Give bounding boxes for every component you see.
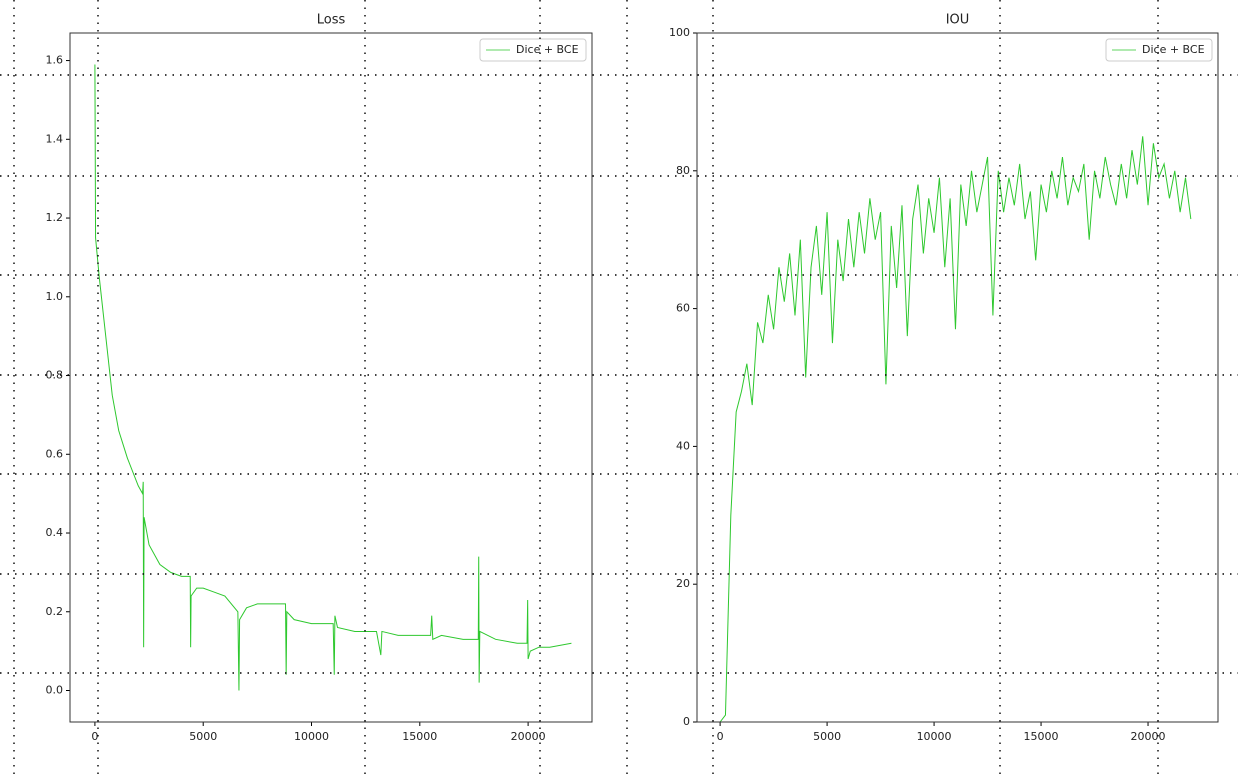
y-tick-label: 0.2 bbox=[46, 605, 64, 618]
y-tick-label: 0.8 bbox=[46, 369, 64, 382]
plot-frame bbox=[69, 32, 593, 723]
x-tick-label: 10000 bbox=[294, 730, 329, 743]
x-tick-label: 10000 bbox=[917, 730, 952, 743]
x-tick-label: 0 bbox=[717, 730, 724, 743]
x-tick-label: 5000 bbox=[813, 730, 841, 743]
x-tick-label: 15000 bbox=[402, 730, 437, 743]
x-tick-label: 0 bbox=[91, 730, 98, 743]
y-tick-label: 1.4 bbox=[46, 132, 64, 145]
x-tick-label: 15000 bbox=[1024, 730, 1059, 743]
chart-title: Loss bbox=[317, 13, 346, 28]
y-tick-label: 1.0 bbox=[46, 290, 64, 303]
x-tick-label: 5000 bbox=[189, 730, 217, 743]
chart-title: IOU bbox=[946, 13, 970, 28]
y-tick-label: 1.6 bbox=[46, 54, 64, 67]
y-tick-label: 1.2 bbox=[46, 211, 64, 224]
y-tick-label: 0.0 bbox=[46, 684, 64, 697]
x-tick-label: 20000 bbox=[511, 730, 546, 743]
series-line bbox=[94, 64, 572, 691]
y-tick-label: 100 bbox=[669, 26, 690, 39]
legend-label: Dice + BCE bbox=[516, 43, 579, 56]
legend-box bbox=[479, 38, 587, 62]
y-tick-label: 0.4 bbox=[46, 526, 64, 539]
y-tick-label: 0.6 bbox=[46, 447, 64, 460]
legend-box bbox=[1105, 38, 1213, 62]
legend: Dice + BCE bbox=[1105, 38, 1213, 62]
y-tick-label: 20 bbox=[676, 577, 690, 590]
series-line bbox=[719, 136, 1192, 723]
legend: Dice + BCE bbox=[479, 38, 587, 62]
y-tick-label: 0 bbox=[683, 715, 690, 728]
y-tick-label: 60 bbox=[676, 302, 690, 315]
plot-frame bbox=[696, 32, 1219, 723]
y-tick-label: 80 bbox=[676, 164, 690, 177]
y-tick-label: 40 bbox=[676, 439, 690, 452]
x-tick-label: 20000 bbox=[1131, 730, 1166, 743]
legend-label: Dice + BCE bbox=[1142, 43, 1205, 56]
